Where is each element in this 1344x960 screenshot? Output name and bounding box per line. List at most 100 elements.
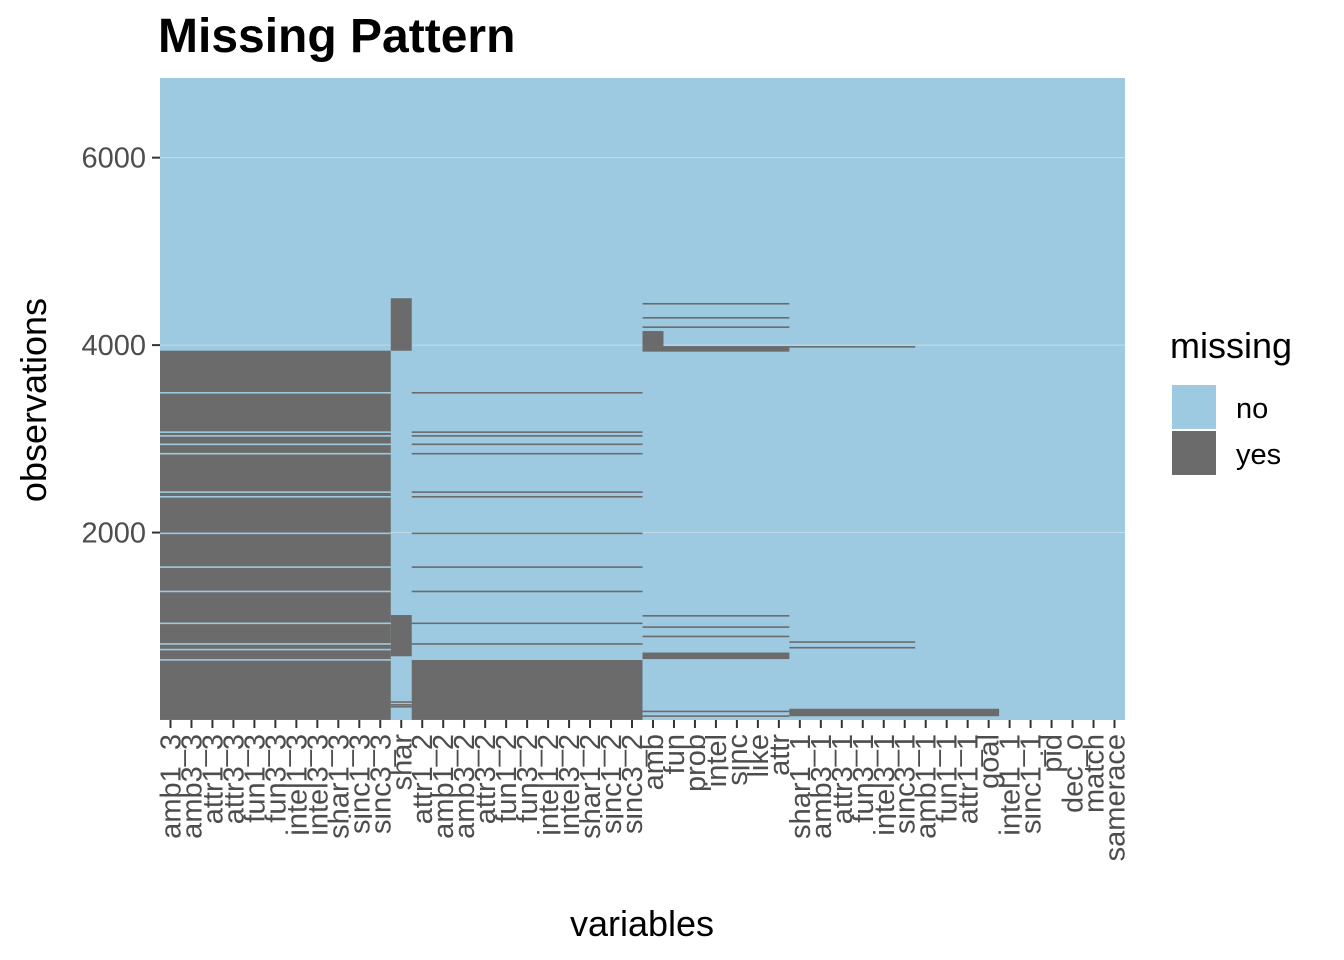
x-tick-label: intel1_3 — [281, 734, 313, 836]
x-tick-label: fun1_3 — [239, 734, 271, 823]
x-tick-label: shar1_2 — [575, 734, 607, 839]
pattern-stripe — [642, 715, 790, 717]
missing-block-7 — [789, 708, 1000, 717]
pattern-stripe — [160, 622, 391, 625]
y-tick-label: 6000 — [81, 143, 146, 175]
x-tick-label: goal — [974, 734, 1006, 789]
pattern-stripe — [411, 622, 643, 625]
legend-key-no — [1172, 385, 1216, 429]
chart-title: Missing Pattern — [158, 10, 515, 63]
pattern-stripe — [411, 431, 643, 433]
x-axis: amb1_3amb3_3attr1_3attr3_3fun1_3fun3_3in… — [155, 720, 1132, 861]
pattern-stripe — [160, 532, 391, 535]
pattern-stripe — [642, 635, 790, 638]
x-tick-label: dec_o — [1058, 734, 1090, 813]
x-tick-label: attr1_2 — [407, 734, 439, 824]
x-tick-label: intel — [701, 734, 733, 787]
x-tick-label: fun3_2 — [512, 734, 544, 823]
x-tick-label: fun3_3 — [260, 734, 292, 823]
x-tick-label: shar1_3 — [323, 734, 355, 839]
pattern-stripe — [160, 431, 391, 433]
pattern-stripe — [160, 566, 391, 568]
pattern-stripe — [160, 590, 391, 593]
x-tick-label: sinc1_3 — [344, 734, 376, 834]
x-tick-label: amb1_3 — [155, 734, 187, 839]
pattern-stripe — [411, 643, 643, 645]
missing-block-4 — [642, 652, 790, 660]
x-tick-label: attr3_2 — [470, 734, 502, 824]
pattern-stripe — [411, 707, 643, 710]
pattern-stripe — [160, 496, 391, 498]
x-tick-label: pid — [1037, 734, 1069, 773]
x-tick-label: shar1_1 — [785, 734, 817, 839]
pattern-stripe — [411, 701, 643, 703]
x-tick-label: sinc1_1 — [1016, 734, 1048, 834]
pattern-stripe — [160, 491, 391, 493]
pattern-stripe — [789, 346, 916, 348]
pattern-stripe — [160, 435, 391, 437]
x-tick-label: fun — [659, 734, 691, 774]
y-axis: 2000 4000 6000 — [81, 143, 160, 550]
pattern-stripe — [411, 566, 643, 568]
legend-title: missing — [1170, 325, 1292, 366]
x-tick-label: intel3_3 — [302, 734, 334, 836]
x-tick-label: intel1_2 — [533, 734, 565, 836]
missing-block-1 — [390, 615, 412, 657]
plot-panel — [160, 78, 1125, 720]
pattern-stripe — [411, 391, 643, 394]
x-tick-label: intel3_1 — [869, 734, 901, 836]
x-axis-title: variables — [570, 903, 714, 944]
x-tick-label: sinc1_2 — [596, 734, 628, 834]
x-tick-label: sinc3_3 — [365, 734, 397, 834]
x-tick-label: amb3_3 — [176, 734, 208, 839]
x-tick-label: samerace — [1100, 734, 1132, 861]
pattern-stripe — [390, 701, 412, 703]
x-tick-label: amb1_2 — [428, 734, 460, 839]
legend-label-yes: yes — [1236, 439, 1281, 471]
pattern-stripe — [411, 532, 643, 535]
x-tick-label: sinc3_1 — [890, 734, 922, 834]
missing-block-0 — [160, 350, 391, 720]
pattern-stripe — [411, 491, 643, 493]
legend-key-yes — [1172, 431, 1216, 475]
legend-label-no: no — [1236, 393, 1268, 425]
x-tick-label: match — [1079, 734, 1111, 813]
pattern-stripe — [411, 496, 643, 498]
y-axis-title: observations — [13, 298, 54, 502]
pattern-stripe — [789, 641, 916, 643]
pattern-stripe — [390, 705, 412, 708]
pattern-stripe — [390, 704, 412, 706]
missing-block-6 — [642, 331, 664, 347]
x-tick-label: sinc3_2 — [617, 734, 649, 834]
pattern-stripe — [411, 452, 643, 455]
x-tick-label: intel1_1 — [995, 734, 1027, 836]
pattern-stripe — [160, 391, 391, 394]
pattern-stripe — [160, 648, 391, 651]
pattern-stripe — [642, 615, 790, 617]
legend: missing no yes — [1170, 325, 1292, 475]
x-tick-label: shar — [386, 734, 418, 791]
x-tick-label: like — [743, 734, 775, 778]
x-tick-label: amb1_1 — [911, 734, 943, 839]
pattern-stripe — [642, 710, 790, 713]
x-tick-label: amb3_1 — [806, 734, 838, 839]
x-tick-label: amb — [638, 734, 670, 790]
pattern-stripe — [160, 452, 391, 455]
x-tick-label: attr3_1 — [827, 734, 859, 824]
x-tick-label: prob — [680, 734, 712, 792]
missing-block-3 — [411, 660, 643, 720]
pattern-stripe — [411, 590, 643, 593]
pattern-stripe — [160, 443, 391, 446]
x-tick-label: attr — [764, 734, 796, 776]
x-tick-label: sinc — [722, 734, 754, 786]
y-tick-label: 2000 — [81, 518, 146, 550]
missing-block-5 — [642, 346, 790, 352]
pattern-stripe — [789, 646, 916, 649]
x-tick-label: attr1_1 — [953, 734, 985, 824]
x-tick-label: attr1_3 — [197, 734, 229, 824]
missing-block-2 — [390, 298, 412, 351]
x-tick-label: attr3_3 — [218, 734, 250, 824]
pattern-stripe — [411, 443, 643, 446]
x-tick-label: fun1_1 — [932, 734, 964, 823]
